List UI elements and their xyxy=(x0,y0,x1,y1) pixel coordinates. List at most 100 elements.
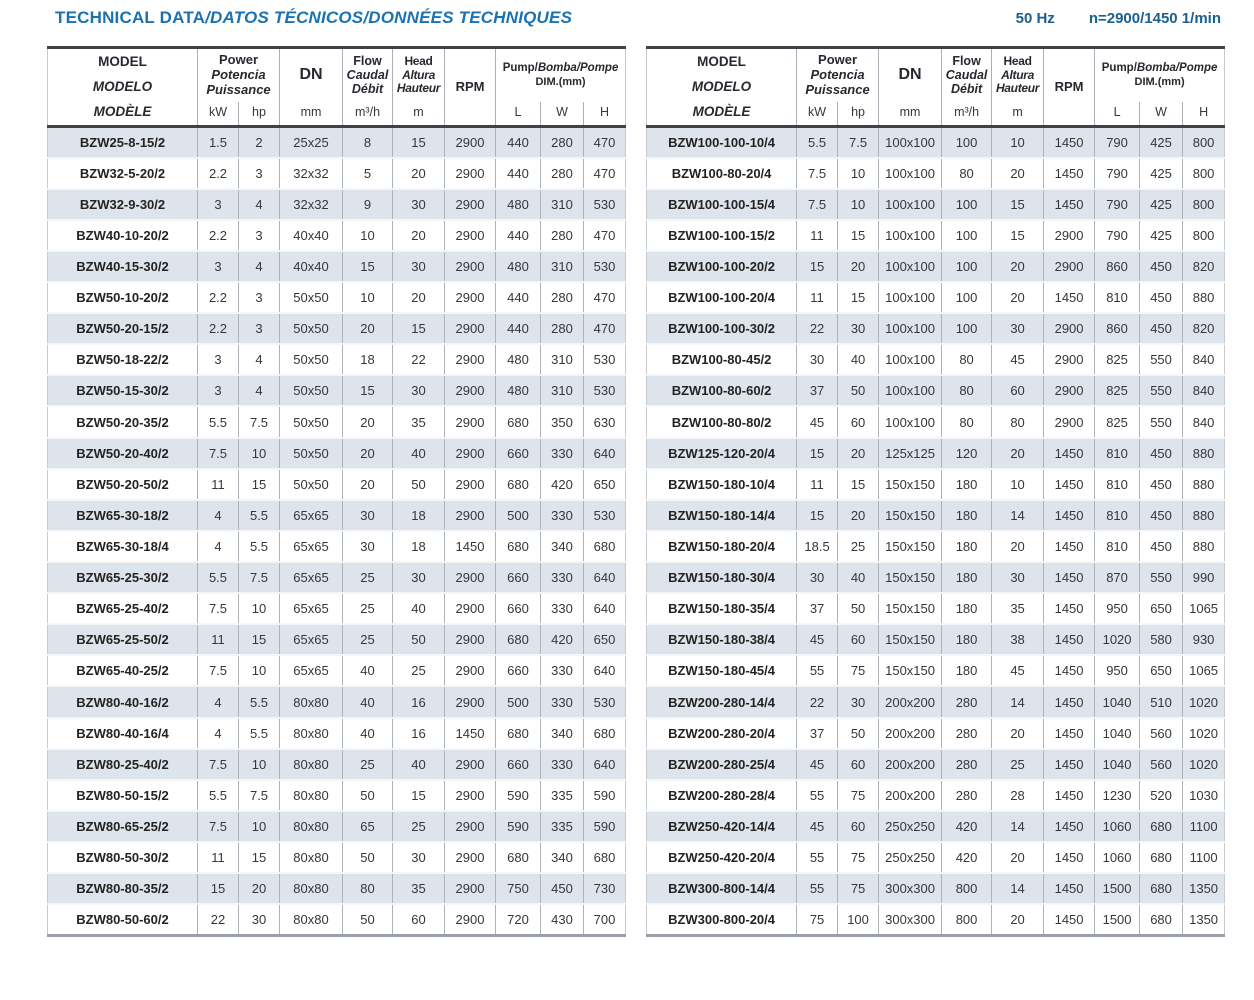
header-model-es: MODELO xyxy=(691,79,752,95)
unit-kw: kW xyxy=(796,101,838,127)
value-cell: 10 xyxy=(237,437,280,469)
value-cell: 20 xyxy=(991,157,1044,189)
value-cell: 1450 xyxy=(1043,717,1095,749)
value-cell: 640 xyxy=(583,593,626,625)
value-cell: 470 xyxy=(583,157,626,189)
value-cell: 100x100 xyxy=(878,406,942,438)
value-cell: 480 xyxy=(495,344,541,376)
value-cell: 30 xyxy=(392,842,445,874)
value-cell: 50 xyxy=(342,779,393,811)
model-cell: BZW80-80-35/2 xyxy=(76,881,169,897)
value-cell: 30 xyxy=(991,313,1044,345)
value-cell: 1020 xyxy=(1182,686,1225,718)
table-header: MODEL MODELO MODÈLE Power Potencia Puiss… xyxy=(47,47,626,127)
value-cell: 20 xyxy=(991,904,1044,936)
value-cell: 500 xyxy=(495,686,541,718)
value-cell: 2900 xyxy=(444,499,496,531)
value-cell: 15 xyxy=(991,219,1044,251)
value-cell: 2900 xyxy=(1043,250,1095,283)
value-cell: 810 xyxy=(1094,437,1140,469)
value-cell: 5.5 xyxy=(197,406,239,438)
value-cell: 10 xyxy=(837,188,879,220)
value-cell: 100x100 xyxy=(878,250,942,283)
value-cell: 11 xyxy=(796,219,838,251)
model-cell: BZW200-280-28/4 xyxy=(668,787,776,803)
value-cell: 2900 xyxy=(444,344,496,376)
value-cell: 440 xyxy=(495,157,541,189)
value-cell: 680 xyxy=(1139,842,1183,874)
value-cell: 280 xyxy=(941,748,992,780)
value-cell: 8 xyxy=(342,126,393,158)
value-cell: 330 xyxy=(540,562,584,594)
frequency-label: 50 Hz xyxy=(1015,10,1055,27)
value-cell: 840 xyxy=(1182,406,1225,438)
model-cell: BZW125-120-20/4 xyxy=(668,445,776,461)
value-cell: 80 xyxy=(991,406,1044,438)
value-cell: 2900 xyxy=(444,655,496,687)
value-cell: 2900 xyxy=(444,250,496,283)
value-cell: 32x32 xyxy=(279,157,343,189)
value-cell: 790 xyxy=(1094,188,1140,220)
header-pump-es-fr: Bomba/Pompe xyxy=(1136,62,1218,75)
column-header-head: Head Altura Hauteur xyxy=(392,47,445,102)
model-cell: BZW100-100-15/4 xyxy=(668,196,776,212)
value-cell: 16 xyxy=(392,686,445,718)
value-cell: 650 xyxy=(1139,655,1183,687)
value-cell: 310 xyxy=(540,375,584,407)
header-head-es: Altura xyxy=(1001,67,1034,82)
header-flow-es: Caudal xyxy=(346,68,389,83)
value-cell: 440 xyxy=(495,282,541,314)
value-cell: 1450 xyxy=(1043,686,1095,718)
value-cell: 560 xyxy=(1139,717,1183,749)
column-header-pump-dim: Pump/Bomba/Pompe DIM.(mm) xyxy=(1094,47,1225,102)
value-cell: 810 xyxy=(1094,530,1140,563)
value-cell: 880 xyxy=(1182,530,1225,563)
value-cell: 1060 xyxy=(1094,842,1140,874)
value-cell: 650 xyxy=(1139,593,1183,625)
value-cell: 1040 xyxy=(1094,717,1140,749)
value-cell: 18 xyxy=(392,530,445,563)
column-header-dn: DN xyxy=(878,47,942,102)
frequency-info: 50 Hz n=2900/1450 1/min xyxy=(1016,10,1221,27)
value-cell: 650 xyxy=(583,624,626,656)
value-cell: 330 xyxy=(540,748,584,780)
header-model-fr: MODÈLE xyxy=(93,104,152,120)
header-power-en: Power xyxy=(818,52,858,68)
value-cell: 80x80 xyxy=(279,810,343,843)
value-cell: 150x150 xyxy=(878,624,942,656)
model-cell: BZW300-800-14/4 xyxy=(668,881,776,897)
table-row: BZW65-25-30/2 5.5 7.5 65x65 25 30 2900 660 330 64… xyxy=(47,562,626,594)
value-cell: 680 xyxy=(1139,904,1183,936)
value-cell: 80x80 xyxy=(279,904,343,936)
value-cell: 50 xyxy=(392,468,445,500)
value-cell: 3 xyxy=(237,282,280,314)
table-row: BZW80-25-40/2 7.5 10 80x80 25 40 2900 660 330 640 xyxy=(47,748,626,780)
model-cell: BZW65-25-50/2 xyxy=(76,632,169,648)
value-cell: 1450 xyxy=(1043,904,1095,936)
value-cell: 350 xyxy=(540,406,584,438)
table-row: BZW150-180-10/4 11 15 150x150 180 10 1450 810 45… xyxy=(646,468,1225,500)
model-cell: BZW150-180-45/4 xyxy=(668,663,776,679)
value-cell: 650 xyxy=(583,468,626,500)
value-cell: 2900 xyxy=(1043,375,1095,407)
value-cell: 1350 xyxy=(1182,904,1225,936)
model-cell: BZW80-40-16/4 xyxy=(76,725,169,741)
value-cell: 22 xyxy=(796,686,838,718)
table-row: BZW100-100-10/4 5.5 7.5 100x100 100 10 1450 790… xyxy=(646,126,1225,158)
value-cell: 5.5 xyxy=(197,562,239,594)
value-cell: 2.2 xyxy=(197,157,239,189)
value-cell: 80x80 xyxy=(279,842,343,874)
table-row: BZW100-100-30/2 22 30 100x100 100 30 2900 860 45… xyxy=(646,313,1225,345)
value-cell: 180 xyxy=(941,624,992,656)
value-cell: 730 xyxy=(583,873,626,905)
value-cell: 22 xyxy=(197,904,239,936)
model-cell: BZW32-5-20/2 xyxy=(79,165,166,181)
value-cell: 40 xyxy=(392,437,445,469)
value-cell: 880 xyxy=(1182,499,1225,531)
value-cell: 100 xyxy=(941,250,992,283)
value-cell: 720 xyxy=(495,904,541,936)
header-head-en: Head xyxy=(1003,54,1032,69)
column-header-dn: DN xyxy=(279,47,343,102)
model-cell: BZW100-80-60/2 xyxy=(671,383,772,399)
value-cell: 75 xyxy=(796,904,838,936)
